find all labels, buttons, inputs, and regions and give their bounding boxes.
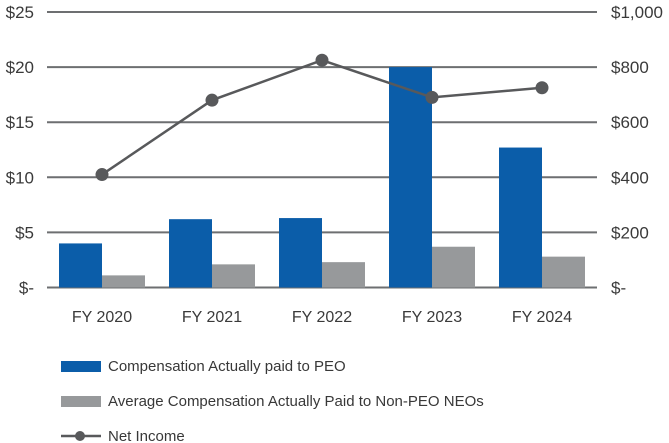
net-income-point bbox=[315, 53, 329, 67]
legend-label-peo: Compensation Actually paid to PEO bbox=[108, 357, 346, 375]
net-income-line bbox=[101, 58, 543, 176]
bar-non-peo bbox=[212, 264, 255, 288]
net-income-point bbox=[425, 90, 439, 104]
legend-item-peo: Compensation Actually paid to PEO bbox=[61, 355, 669, 377]
legend-label-non-peo: Average Compensation Actually Paid to No… bbox=[108, 392, 484, 410]
combo-chart: $- $- $5 $200 $10 $400 $15 $600 $20 $800 $25 $1,000… bbox=[6, 3, 663, 326]
x-axis-label: FY 2024 bbox=[512, 309, 572, 326]
bar-peo bbox=[59, 243, 102, 288]
peo-bar-swatch-icon bbox=[61, 360, 101, 372]
bar-peo bbox=[389, 67, 432, 288]
bar-peo bbox=[279, 218, 322, 288]
y-axis-tick-left: $25 bbox=[6, 3, 34, 22]
y-axis-tick-left: $- bbox=[19, 279, 34, 298]
net-income-point bbox=[95, 168, 109, 182]
legend-item-non-peo: Average Compensation Actually Paid to No… bbox=[61, 390, 669, 412]
bar-peo bbox=[499, 147, 542, 288]
y-axis-tick-right: $400 bbox=[611, 168, 649, 187]
bar-non-peo bbox=[542, 256, 585, 288]
net-income-line-icon bbox=[61, 431, 101, 441]
y-axis-tick-left: $15 bbox=[6, 113, 34, 132]
net-income-point bbox=[205, 93, 219, 107]
y-axis-tick-left: $10 bbox=[6, 168, 34, 187]
y-axis-tick-right: $600 bbox=[611, 113, 649, 132]
x-axis-label: FY 2023 bbox=[402, 309, 462, 326]
y-axis-tick-left: $20 bbox=[6, 58, 34, 77]
chart-legend: Compensation Actually paid to PEO Averag… bbox=[0, 355, 669, 443]
net-income-point bbox=[535, 81, 549, 95]
bar-non-peo bbox=[322, 262, 365, 288]
y-axis-tick-left: $5 bbox=[15, 223, 34, 242]
bar-non-peo bbox=[432, 246, 475, 288]
y-axis-tick-right: $200 bbox=[611, 223, 649, 242]
y-axis-tick-right: $1,000 bbox=[611, 3, 663, 22]
legend-label-net-income: Net Income bbox=[108, 427, 185, 443]
non-peo-bar-swatch-icon bbox=[61, 395, 101, 407]
legend-item-net-income: Net Income bbox=[61, 425, 669, 443]
x-axis-label: FY 2022 bbox=[292, 309, 352, 326]
legend-line-marker bbox=[75, 431, 85, 441]
y-axis-tick-right: $800 bbox=[611, 58, 649, 77]
y-axis-tick-right: $- bbox=[611, 279, 626, 298]
bar-peo bbox=[169, 219, 212, 288]
x-axis-label: FY 2021 bbox=[182, 309, 242, 326]
bar-non-peo bbox=[102, 275, 145, 288]
x-axis-label: FY 2020 bbox=[72, 309, 132, 326]
